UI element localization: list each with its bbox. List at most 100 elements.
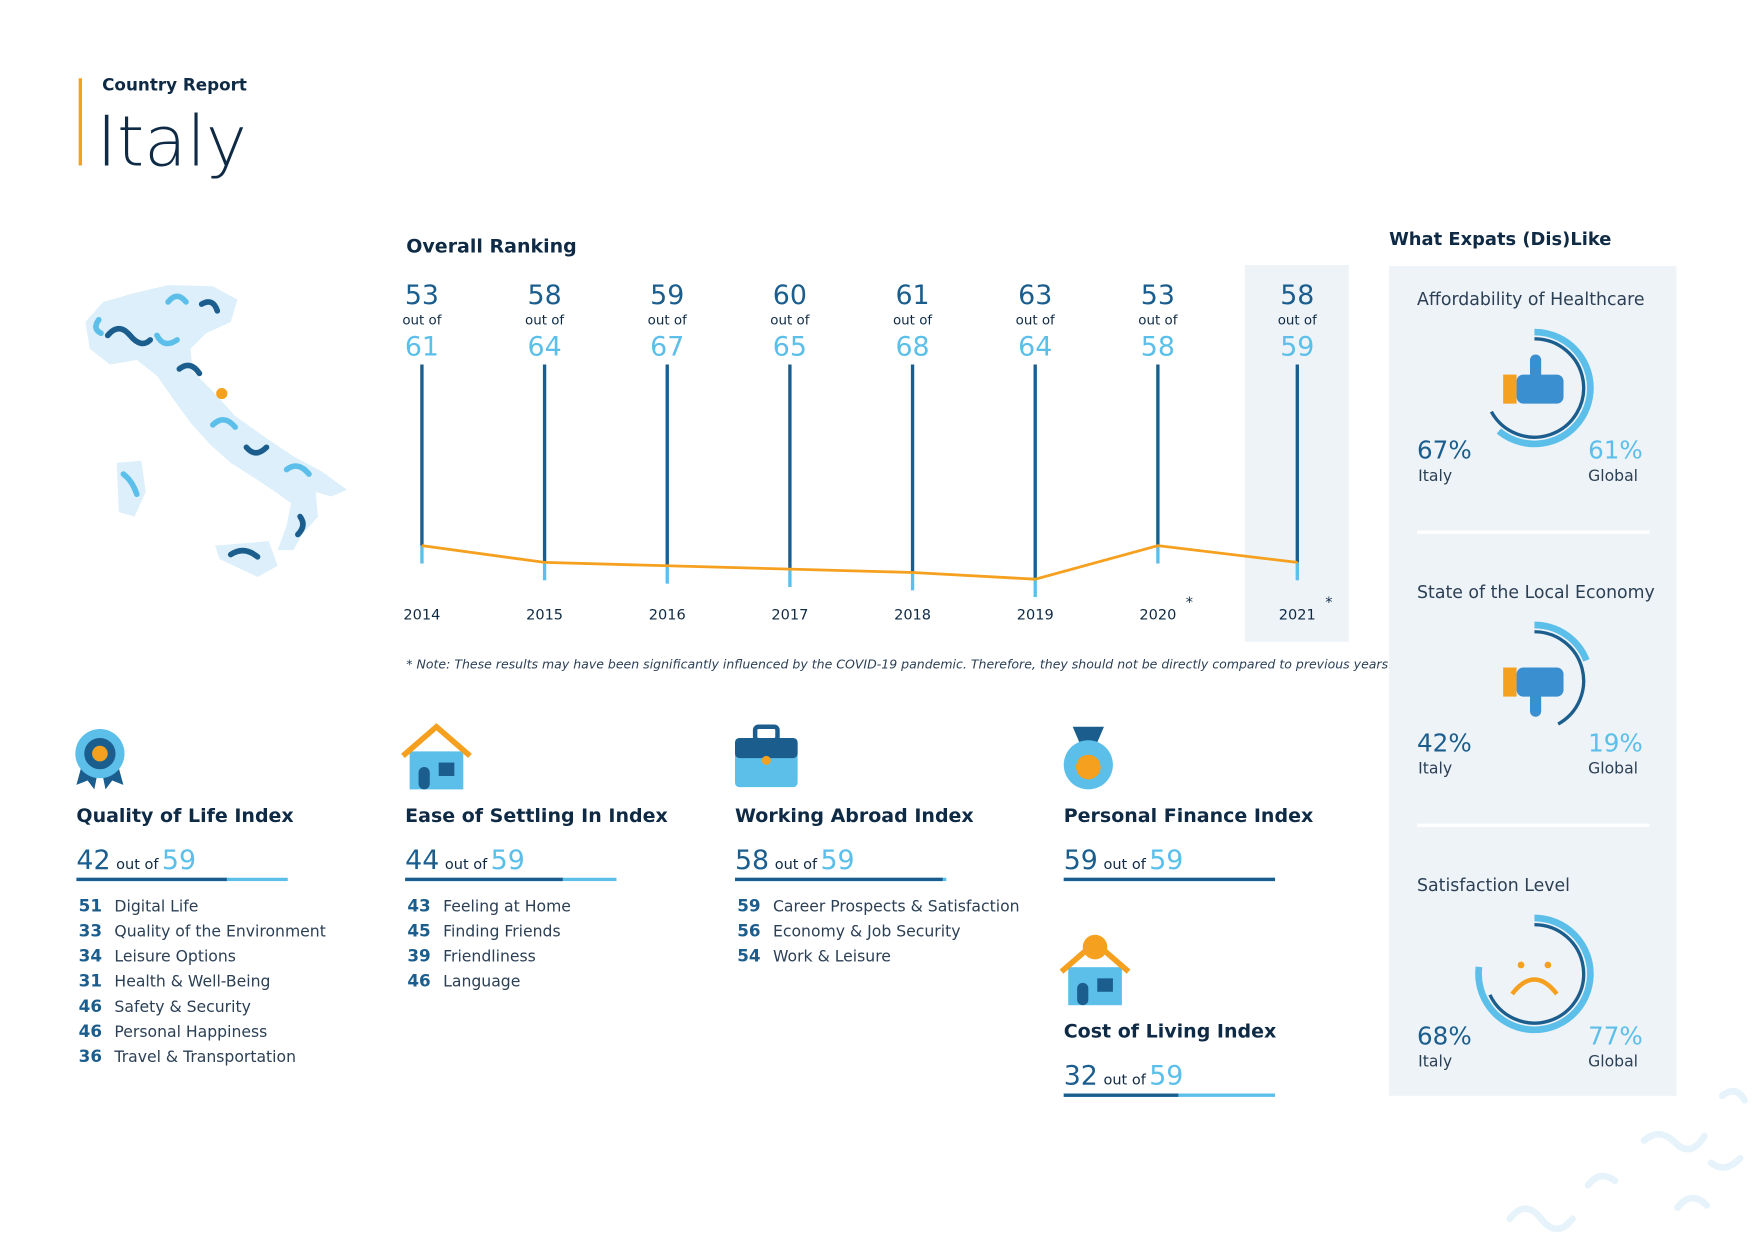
index-total: 59 [820,845,854,876]
item-label: Work & Leisure [773,947,891,966]
item-label: Health & Well-Being [114,972,270,991]
italy-percent: 67% [1417,435,1472,464]
global-arc [1496,328,1594,448]
like-title: State of the Local Economy [1417,583,1655,603]
global-arc [1475,914,1594,1034]
rank-total: 67 [650,332,684,363]
icon-mouth [1510,977,1559,996]
item-label: Personal Happiness [114,1022,267,1041]
item-rank: 59 [737,895,760,915]
index-out-of: out of [1103,1073,1146,1089]
like-icon [1510,961,1559,996]
chart-title: Overall Ranking [406,236,577,258]
index-bar [1063,877,1276,882]
rank-value: 58 [528,280,562,311]
index-rank-line: 44 out of 59 [405,845,525,876]
index-icon [1059,934,1131,1006]
item-label: Leisure Options [114,947,236,966]
like-title: Satisfaction Level [1417,876,1570,896]
italy-percent: 42% [1417,728,1472,757]
out-of: out of [648,313,687,328]
item-rank: 34 [79,946,102,966]
index-title: Personal Finance Index [1064,805,1314,827]
italy-arc [1534,630,1586,726]
icon-cuff [1503,667,1517,697]
index-rank: 42 [76,845,110,876]
index-rank-line: 32 out of 59 [1064,1061,1184,1092]
index-title: Quality of Life Index [76,805,293,827]
index-bar [1063,1093,1179,1097]
index-total: 59 [491,845,525,876]
icon-eye [1544,961,1552,969]
global-label: Global [1588,759,1638,778]
item-label: Friendliness [443,947,536,966]
item-label: Feeling at Home [443,896,571,915]
item-label: Digital Life [114,896,198,915]
out-of: out of [1138,313,1177,328]
icon-eye [1517,961,1525,969]
item-rank: 31 [79,971,102,991]
icon-window [438,762,455,776]
rank-value: 53 [1141,280,1175,311]
item-rank: 51 [79,895,102,915]
likes-title: What Expats (Dis)Like [1389,229,1611,250]
icon-hand [1516,667,1564,697]
icon-coin [1076,754,1101,780]
subtitle: Country Report [102,75,247,95]
item-rank: 39 [407,946,430,966]
index-out-of: out of [445,857,488,873]
out-of: out of [770,313,809,328]
index-title: Working Abroad Index [735,805,974,827]
italy-map [85,285,348,577]
out-of: out of [1016,313,1055,328]
year-label: 2020 [1139,607,1176,623]
index-bar [734,877,943,882]
item-rank: 46 [79,996,102,1016]
index-rank-line: 42 out of 59 [76,845,196,876]
year-label: 2019 [1017,607,1054,623]
out-of: out of [402,313,441,328]
rank-value: 58 [1280,280,1314,311]
global-percent: 19% [1588,728,1643,757]
icon-medal-core [92,745,108,762]
global-label: Global [1588,1052,1638,1071]
item-rank: 46 [407,971,430,991]
index-rank: 44 [405,845,439,876]
item-label: Travel & Transportation [113,1047,296,1066]
global-percent: 61% [1588,435,1643,464]
icon-hand [1516,374,1564,404]
icon-clasp [761,755,771,765]
index-icon [75,729,125,790]
item-rank: 36 [79,1046,102,1066]
index-icon [734,724,798,788]
rank-total: 64 [528,332,562,363]
rank-value: 53 [405,280,439,311]
rank-value: 59 [650,280,684,311]
italy-label: Italy [1418,759,1452,778]
year-marker: * [1325,595,1332,611]
icon-house [1068,967,1122,1006]
out-of: out of [1278,313,1317,328]
rank-total: 61 [405,332,439,363]
italy-label: Italy [1418,1052,1452,1071]
italy-percent: 68% [1417,1021,1472,1050]
icon-door [1077,982,1089,1006]
icon-door [418,767,430,790]
item-rank: 45 [407,920,430,940]
index-rank: 59 [1064,845,1098,876]
item-rank: 54 [737,946,760,966]
rank-total: 64 [1018,332,1052,363]
decoration [1506,1087,1749,1233]
global-label: Global [1588,466,1638,485]
like-icon [1503,667,1564,717]
italy-arc [1489,337,1586,439]
year-label: 2021 [1279,607,1316,623]
year-label: 2014 [403,607,440,623]
item-rank: 56 [737,920,760,940]
like-icon [1503,354,1564,404]
icon-bag-top [1072,726,1104,743]
index-out-of: out of [775,857,818,873]
